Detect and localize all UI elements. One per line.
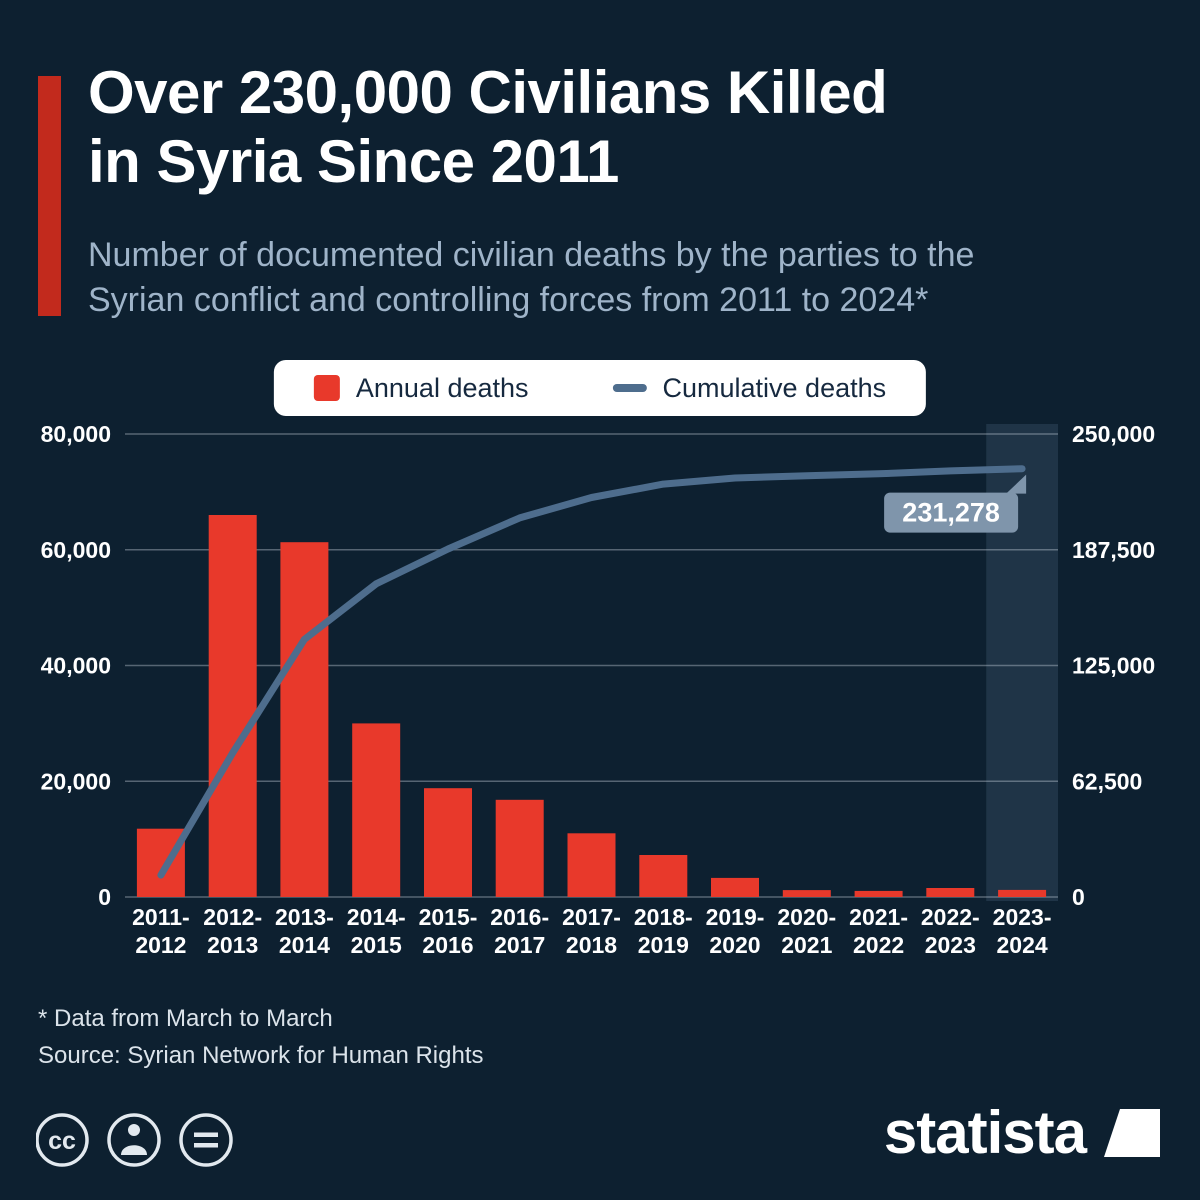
attribution-icon [107,1113,161,1167]
combo-chart: 0 0 20,000 62,500 40,000 125,000 60,000 187,500… [0,420,1200,980]
annual-deaths-bar [854,890,903,897]
statista-logo-mark [1104,1108,1160,1157]
y-axis-label-right: 125,000 [1072,653,1155,679]
subtitle-line-2: Syrian conflict and controlling forces f… [88,281,929,320]
legend-item-annual-deaths: Annual deaths [313,372,529,404]
annual-deaths-bar [208,515,257,897]
source-line: Source: Syrian Network for Human Rights [38,1042,484,1070]
x-axis-label: 2011-2012 [132,904,190,958]
x-axis-label: 2013-2014 [275,904,334,958]
x-axis-label: 2021-2022 [849,904,908,958]
statista-logo: statista [884,1098,1160,1167]
y-axis-label-left: 60,000 [41,537,111,563]
cumulative-deaths-line [157,465,1026,879]
annual-deaths-bar [136,828,185,897]
y-axis-label-right: 0 [1072,884,1085,910]
x-axis-label: 2016-2017 [490,904,549,958]
title-line-2: in Syria Since 2011 [88,128,619,195]
x-axis-label: 2015-2016 [419,904,478,958]
page-title: Over 230,000 Civilians Killed in Syria Si… [88,58,888,196]
annual-deaths-bar [352,723,401,897]
chart-legend: Annual deaths Cumulative deaths [273,360,927,416]
x-axis-label: 2022-2023 [921,904,980,958]
title-line-1: Over 230,000 Civilians Killed [88,59,888,126]
y-axis-label-left: 0 [98,884,111,910]
statista-logo-text: statista [883,1099,1087,1166]
x-axis-label: 2023-2024 [993,904,1052,958]
annual-deaths-swatch [313,375,340,401]
y-axis-label-left: 20,000 [41,768,111,794]
y-axis-label-right: 62,500 [1072,768,1142,794]
annual-deaths-bar [424,788,472,897]
annual-deaths-bar [567,833,616,897]
x-axis-label: 2020-2021 [777,904,836,958]
annual-deaths-bar [926,888,975,897]
svg-text:cc: cc [48,1127,76,1155]
no-derivatives-icon [179,1113,233,1167]
legend-item-cumulative-deaths: Cumulative deaths [612,372,887,404]
title-accent-bar [38,76,61,316]
annual-deaths-bar [782,890,831,897]
annotation-value: 231,278 [902,498,1000,528]
x-axis-label: 2017-2018 [562,904,621,958]
legend-label-annual: Annual deaths [355,372,529,403]
legend-label-cumulative: Cumulative deaths [662,372,887,403]
y-axis-label-right: 250,000 [1072,421,1155,447]
x-axis-label: 2012-2013 [203,904,262,958]
x-axis-label: 2018-2019 [634,904,693,958]
y-axis-label-left: 80,000 [41,421,111,447]
annual-deaths-bar [711,877,759,897]
annotation-box [884,492,1019,533]
y-axis-label-right: 187,500 [1072,537,1155,563]
annual-deaths-bar [495,799,544,897]
cumulative-deaths-swatch [612,384,647,392]
subtitle: Number of documented civilian deaths by … [88,233,974,323]
footnote-asterisk: * Data from March to March [38,1005,333,1032]
annual-deaths-bar [998,889,1047,897]
subtitle-line-1: Number of documented civilian deaths by … [88,236,975,274]
x-axis-label: 2019-2020 [706,904,765,958]
license-icons: cc [35,1104,276,1181]
y-axis-label-left: 40,000 [41,653,111,679]
x-axis-label: 2014-2015 [347,904,406,958]
cc-icon: cc [35,1113,89,1167]
annual-deaths-bar [639,855,688,897]
annotation-pointer [1006,474,1027,494]
footnotes: * Data from March to March Source: Syria… [38,1000,484,1074]
chart-svg: 0 0 20,000 62,500 40,000 125,000 60,000 187,500… [41,421,1156,958]
annual-deaths-bar [280,542,329,897]
